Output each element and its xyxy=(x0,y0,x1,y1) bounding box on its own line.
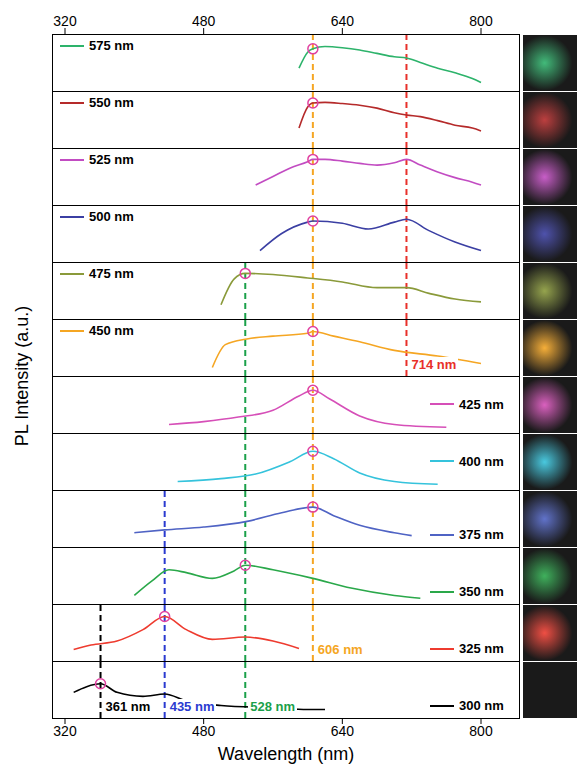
html-text:400 nm: 400 nm xyxy=(459,453,504,469)
svg-text:800: 800 xyxy=(469,13,493,29)
html-text:500 nm: 500 nm xyxy=(89,209,134,224)
html-text:325 nm: 325 nm xyxy=(459,641,504,656)
svg-text:800: 800 xyxy=(469,723,493,739)
html-text:550 nm: 550 nm xyxy=(89,95,134,110)
html-text:475 nm: 475 nm xyxy=(89,266,134,281)
svg-text:640: 640 xyxy=(331,13,355,29)
svg-text:320: 320 xyxy=(53,723,77,739)
html-text:525 nm: 525 nm xyxy=(89,152,134,167)
html-text:PL Intensity (a.u.): PL Intensity (a.u.) xyxy=(11,305,32,447)
svg-text:640: 640 xyxy=(331,723,355,739)
svg-text:320: 320 xyxy=(53,13,77,29)
html-text:425 nm: 425 nm xyxy=(459,396,504,412)
html-text:300 nm: 300 nm xyxy=(459,698,504,713)
html-text:350 nm: 350 nm xyxy=(459,584,504,599)
svg-text:480: 480 xyxy=(192,13,216,29)
html-text:435 nm: 435 nm xyxy=(169,699,215,714)
html-text:361 nm: 361 nm xyxy=(105,699,151,714)
html-text:375 nm: 375 nm xyxy=(459,527,504,542)
svg-text:480: 480 xyxy=(192,723,216,739)
html-text:575 nm: 575 nm xyxy=(89,38,134,53)
html-text:606 nm: 606 nm xyxy=(317,642,363,657)
html-text:Wavelength (nm): Wavelength (nm) xyxy=(217,744,355,764)
html-text:714 nm: 714 nm xyxy=(411,357,457,372)
html-text:450 nm: 450 nm xyxy=(89,323,134,338)
html-text:528 nm: 528 nm xyxy=(250,699,296,714)
